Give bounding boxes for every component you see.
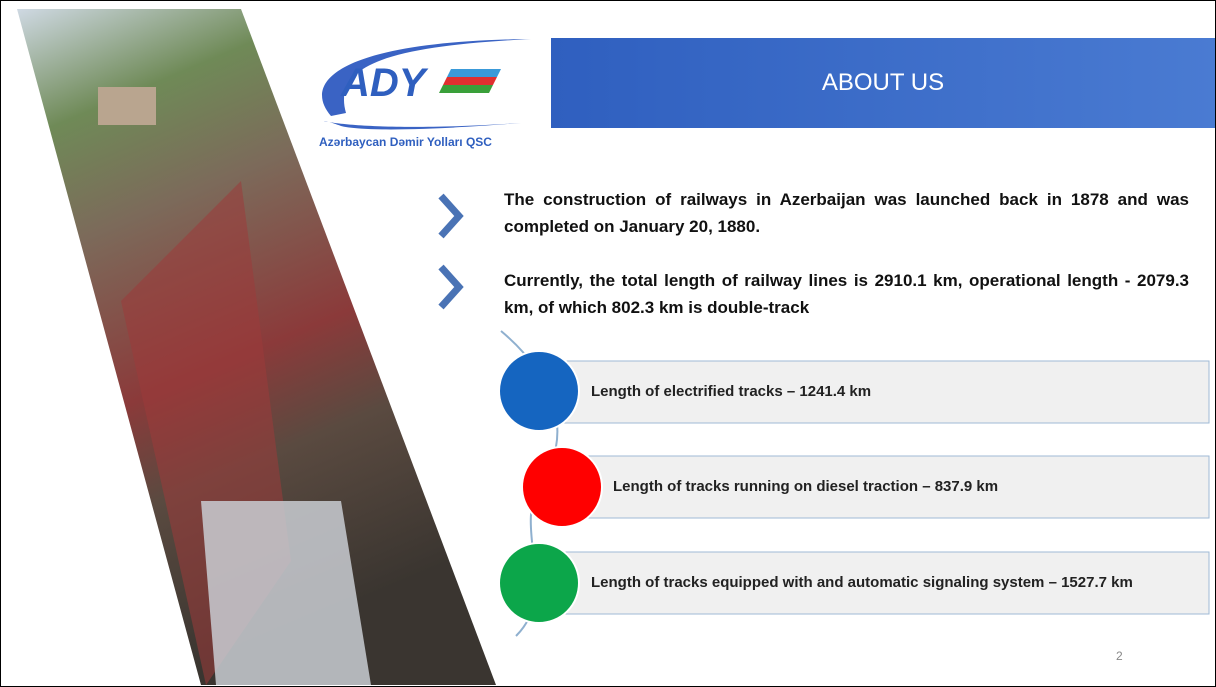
logo-name: Azərbaycan Dəmir Yolları QSC <box>319 135 492 149</box>
flag-stripe <box>447 69 501 77</box>
logo-swoosh <box>324 121 521 129</box>
page-number: 2 <box>1116 649 1123 663</box>
item-circle <box>522 447 602 527</box>
logo-mark: ADY <box>341 61 425 106</box>
flag-stripe <box>439 85 493 93</box>
bullet-text: Currently, the total length of railway l… <box>504 267 1189 321</box>
chevron <box>441 196 459 236</box>
item-text: Length of tracks running on diesel tract… <box>613 478 998 495</box>
item-text: Length of tracks equipped with and autom… <box>591 574 1133 591</box>
flag-stripe <box>443 77 497 85</box>
photo-billboard <box>98 87 156 125</box>
slide: ADY Azərbaycan Dəmir Yolları QSC ABOUT U… <box>0 0 1216 687</box>
item-circle <box>499 543 579 623</box>
item-circle <box>499 351 579 431</box>
header-title: ABOUT US <box>551 38 1215 128</box>
chevron <box>441 267 459 307</box>
item-text: Length of electrified tracks – 1241.4 km <box>591 383 871 400</box>
bullet-text: The construction of railways in Azerbaij… <box>504 186 1189 240</box>
